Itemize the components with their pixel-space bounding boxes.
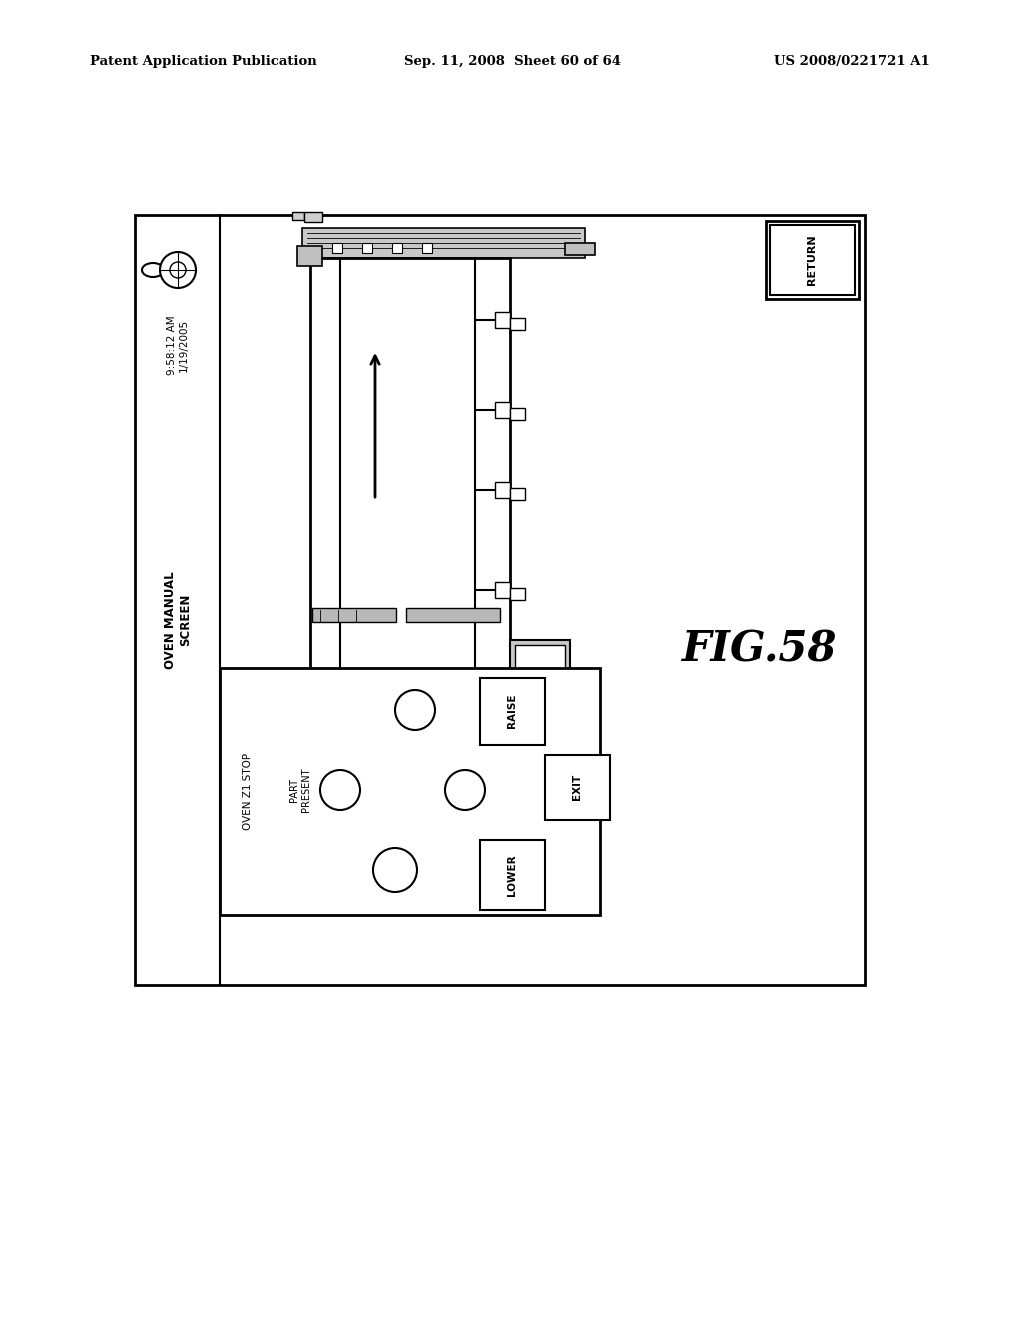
Bar — [495, 582, 510, 598]
Bar — [297, 246, 322, 267]
Bar — [510, 640, 570, 705]
Circle shape — [373, 847, 417, 892]
Bar — [510, 408, 525, 420]
Bar — [392, 243, 402, 253]
Bar — [312, 609, 396, 622]
Text: OVEN MANUAL
SCREEN: OVEN MANUAL SCREEN — [164, 572, 193, 669]
Text: OVEN Z1 STOP: OVEN Z1 STOP — [243, 752, 253, 829]
Bar — [495, 403, 510, 418]
Bar — [495, 312, 510, 327]
Bar — [510, 587, 525, 601]
Circle shape — [160, 252, 196, 288]
Bar — [545, 755, 610, 820]
Text: RAISE: RAISE — [507, 694, 517, 729]
Text: Sep. 11, 2008  Sheet 60 of 64: Sep. 11, 2008 Sheet 60 of 64 — [403, 55, 621, 69]
Bar — [515, 645, 565, 700]
Bar — [495, 482, 510, 498]
Text: PART
PRESENT: PART PRESENT — [289, 768, 311, 812]
Bar — [406, 609, 500, 622]
Bar — [415, 760, 435, 780]
Text: 9:58:12 AM
1/19/2005: 9:58:12 AM 1/19/2005 — [167, 315, 188, 375]
Text: US 2008/0221721 A1: US 2008/0221721 A1 — [774, 55, 930, 69]
Bar — [340, 710, 510, 805]
Circle shape — [319, 770, 360, 810]
Bar — [770, 224, 855, 294]
Circle shape — [445, 770, 485, 810]
Bar — [510, 488, 525, 500]
Bar — [304, 213, 322, 222]
Text: RETURN: RETURN — [807, 235, 817, 285]
Text: FIG.58: FIG.58 — [682, 630, 838, 671]
Bar — [302, 228, 585, 257]
Bar — [362, 243, 372, 253]
Bar — [422, 243, 432, 253]
Bar — [292, 213, 304, 220]
Bar — [480, 840, 545, 909]
Text: Patent Application Publication: Patent Application Publication — [90, 55, 316, 69]
Bar — [135, 215, 865, 985]
Bar — [766, 220, 859, 300]
Circle shape — [395, 690, 435, 730]
Bar — [290, 820, 565, 843]
Bar — [332, 243, 342, 253]
Ellipse shape — [142, 263, 164, 277]
Text: LOWER: LOWER — [507, 854, 517, 896]
Bar — [550, 836, 575, 851]
Bar — [220, 668, 600, 915]
Text: EXIT: EXIT — [572, 774, 582, 800]
Circle shape — [170, 261, 186, 279]
Bar — [510, 318, 525, 330]
Bar — [330, 700, 520, 814]
Bar — [480, 678, 545, 744]
Bar — [565, 243, 595, 255]
Bar — [406, 719, 450, 785]
